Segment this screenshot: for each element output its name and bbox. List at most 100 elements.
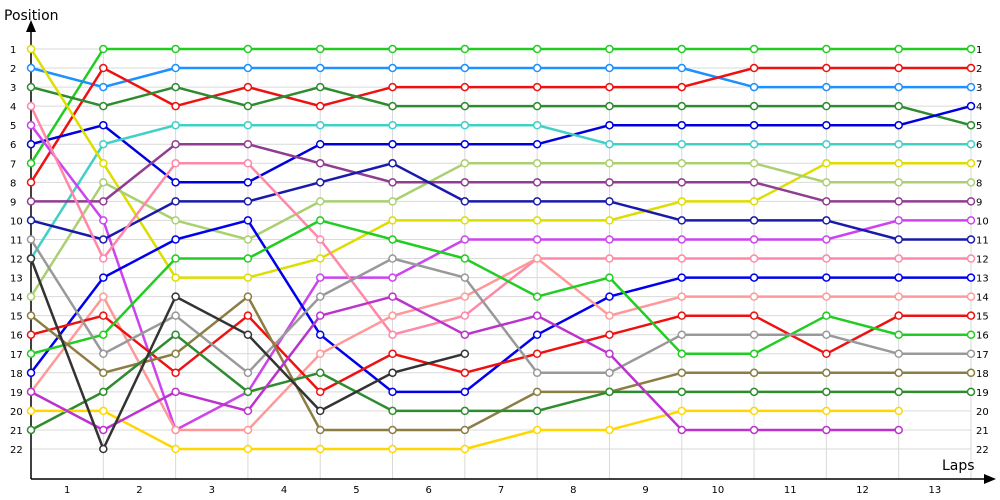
data-point	[894, 235, 903, 244]
y-tick-label: 6	[10, 140, 16, 151]
data-point	[532, 178, 542, 187]
data-point	[315, 63, 325, 73]
x-tick-label: 7	[498, 485, 504, 496]
data-point	[315, 101, 325, 111]
data-point	[26, 235, 36, 244]
data-point	[822, 82, 831, 92]
data-point	[822, 120, 831, 130]
data-point	[99, 197, 108, 206]
data-point	[99, 330, 108, 339]
data-point	[822, 311, 831, 320]
data-point	[460, 101, 470, 111]
x-tick-label: 10	[712, 485, 725, 496]
data-point	[243, 178, 253, 187]
data-point	[171, 44, 180, 54]
y-tick-label-right: 1	[976, 45, 982, 56]
series-line	[30, 219, 971, 356]
data-point	[532, 406, 542, 416]
data-point	[460, 254, 470, 263]
x-tick-label: 8	[570, 485, 576, 496]
x-tick-label: 6	[426, 485, 432, 496]
data-point	[171, 63, 180, 73]
data-point	[388, 273, 397, 282]
data-point	[749, 292, 759, 301]
data-point	[171, 368, 180, 378]
data-point	[26, 159, 36, 168]
data-point	[749, 82, 759, 92]
data-point	[460, 63, 470, 73]
y-tick-label-right: 5	[976, 121, 982, 132]
data-point	[605, 197, 614, 206]
data-point	[243, 292, 253, 301]
data-point	[605, 101, 614, 111]
y-tick-label-right: 20	[976, 407, 989, 418]
data-point	[243, 406, 253, 416]
data-point	[822, 197, 831, 206]
data-point	[532, 139, 542, 149]
y-tick-label-right: 6	[976, 140, 982, 151]
data-point	[532, 425, 542, 435]
data-point	[966, 254, 976, 263]
data-point	[99, 159, 108, 168]
data-point	[966, 235, 976, 244]
data-point	[460, 235, 470, 244]
data-point	[99, 178, 108, 187]
data-point	[243, 330, 253, 339]
data-point	[605, 159, 614, 168]
series-line	[30, 257, 971, 432]
data-point	[460, 349, 470, 359]
data-point	[315, 311, 325, 320]
data-point	[749, 101, 759, 111]
y-tick-label-right: 17	[976, 350, 989, 361]
data-point	[822, 139, 831, 149]
data-point	[26, 425, 36, 435]
data-point	[894, 349, 903, 359]
data-point	[171, 254, 180, 263]
data-point	[677, 425, 687, 435]
data-point	[315, 292, 325, 301]
data-point	[99, 349, 108, 359]
data-point	[822, 216, 831, 225]
data-point	[966, 368, 976, 378]
data-point	[966, 330, 976, 339]
data-point	[315, 368, 325, 378]
data-point	[532, 349, 542, 359]
y-tick-label-right: 14	[976, 293, 989, 304]
data-point	[388, 444, 397, 454]
data-point	[966, 349, 976, 359]
data-point	[749, 44, 759, 54]
y-tick-label-right: 16	[976, 331, 989, 342]
data-point	[99, 273, 108, 282]
data-point	[26, 44, 36, 54]
data-point	[171, 101, 180, 111]
data-point	[749, 368, 759, 378]
data-point	[388, 292, 397, 301]
data-point	[677, 101, 687, 111]
data-point	[894, 368, 903, 378]
data-point	[966, 292, 976, 301]
x-tick-label: 5	[353, 485, 359, 496]
data-point	[460, 406, 470, 416]
data-point	[532, 330, 542, 339]
data-point	[894, 254, 903, 263]
data-point	[388, 330, 397, 339]
y-tick-label: 7	[10, 159, 16, 170]
y-tick-label-right: 13	[976, 274, 989, 285]
data-point	[460, 273, 470, 282]
data-point	[532, 44, 542, 54]
series-line	[31, 142, 971, 203]
data-point	[822, 63, 831, 73]
data-point	[388, 216, 397, 225]
data-point	[822, 387, 831, 397]
data-point	[605, 178, 614, 187]
series-line	[30, 85, 972, 127]
y-tick-label-right: 12	[976, 255, 989, 266]
data-point	[749, 63, 759, 73]
data-point	[677, 406, 687, 416]
data-point	[605, 330, 614, 339]
y-tick-label-right: 9	[976, 197, 982, 208]
data-point	[460, 387, 470, 397]
x-axis-arrow	[984, 474, 996, 484]
